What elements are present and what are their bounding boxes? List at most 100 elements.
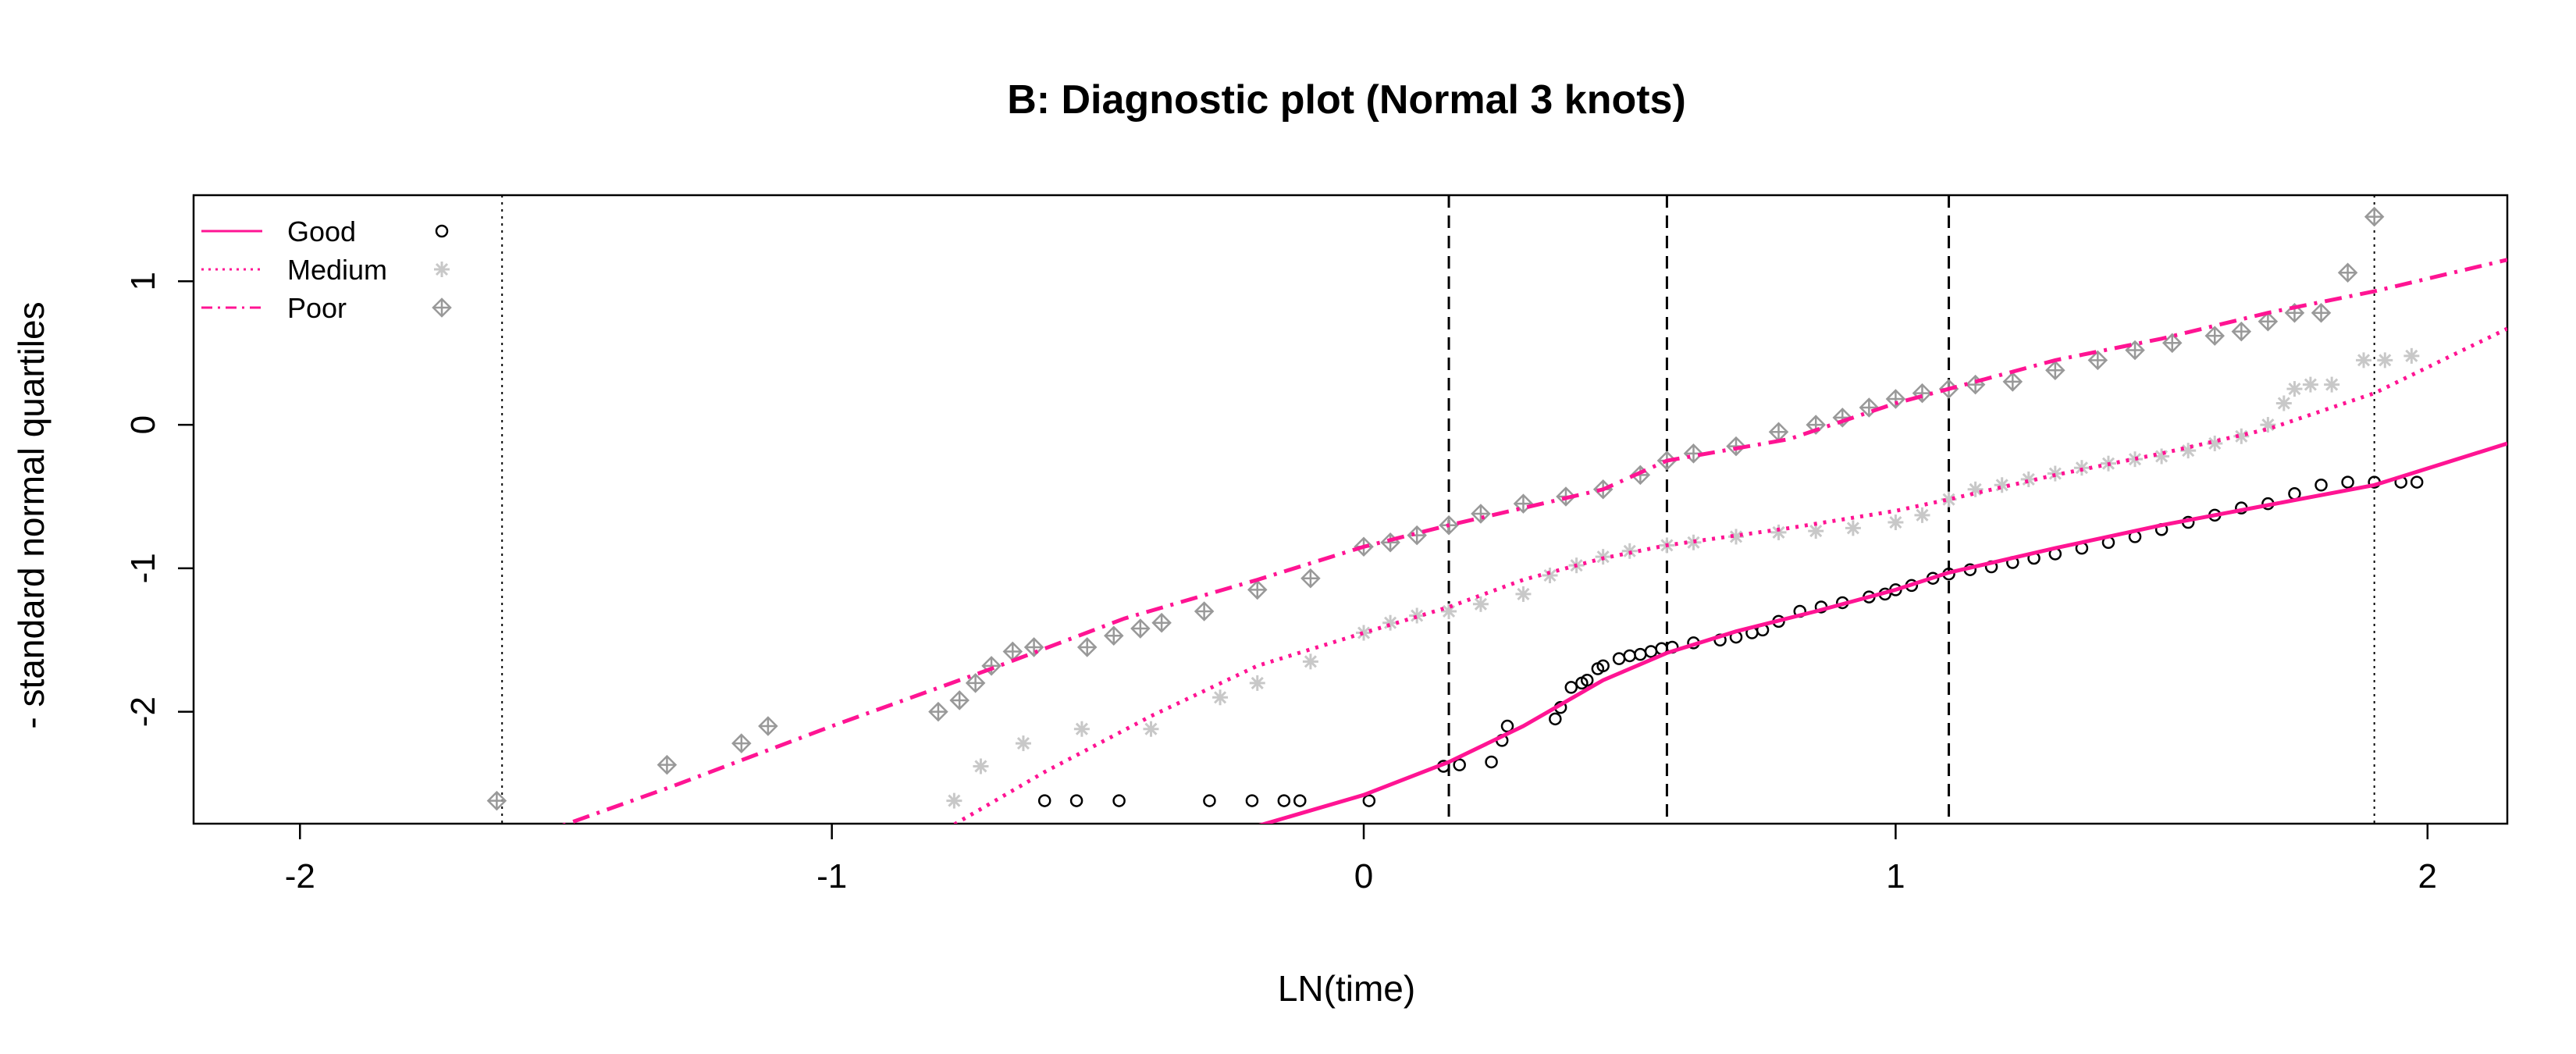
data-point-poor — [2231, 321, 2252, 342]
data-point-good — [1112, 794, 1126, 807]
legend-marker-poor — [432, 297, 452, 318]
data-point-poor — [1076, 637, 1098, 657]
data-point-poor — [949, 690, 970, 710]
data-point-medium — [2324, 376, 2340, 393]
data-point-good — [1293, 794, 1307, 807]
data-point-medium — [1515, 586, 1532, 602]
data-point-medium-stroke — [1809, 525, 1823, 538]
legend-marker-good — [435, 224, 449, 238]
data-point-medium — [1015, 735, 1031, 752]
data-point-poor — [965, 673, 986, 693]
data-point-poor — [1023, 637, 1044, 657]
data-point-poor — [1912, 383, 1933, 404]
plot-area: -2 -1 0 1 2 -2 -1 0 1 — [124, 194, 2509, 896]
data-point-medium — [1302, 653, 1318, 670]
data-point-medium-stroke — [948, 794, 961, 807]
data-point-medium — [1888, 515, 1904, 531]
data-point-poor — [2002, 372, 2023, 392]
data-point-good — [1634, 647, 1647, 661]
data-point-medium — [2127, 451, 2144, 468]
data-point-poor — [1130, 618, 1151, 639]
data-point-medium — [2403, 347, 2420, 364]
data-point-medium — [2302, 376, 2318, 393]
data-point-medium — [1770, 524, 1787, 540]
legend-marker-medium-stroke — [435, 262, 449, 276]
fit-line-poor — [561, 258, 2507, 824]
data-point-medium — [1441, 603, 1457, 619]
x-tick-label: 0 — [1354, 857, 1373, 896]
data-point-medium-stroke — [1075, 722, 1088, 735]
data-point-poor — [2258, 311, 2279, 332]
data-point-poor — [1380, 532, 1400, 553]
data-point-medium-stroke — [2128, 453, 2142, 466]
data-point-medium-stroke — [1251, 676, 1264, 689]
data-point-medium-stroke — [1517, 587, 1530, 600]
data-point-medium-stroke — [1889, 515, 1902, 529]
data-point-medium — [1808, 523, 1824, 539]
data-point-good — [1245, 794, 1259, 807]
fit-line-good — [1258, 441, 2507, 824]
data-point-poor — [731, 733, 752, 753]
data-point-poor — [656, 754, 678, 775]
data-point-medium-stroke — [1384, 616, 1397, 629]
data-point-poor — [1471, 504, 1491, 524]
legend-label-poor: Poor — [287, 292, 347, 324]
data-point-medium — [2275, 395, 2292, 411]
data-point-good — [1362, 794, 1376, 807]
data-point-medium-stroke — [1411, 609, 1424, 622]
data-point-poor — [2337, 262, 2358, 283]
series-poor-points — [486, 206, 2385, 811]
x-tick-label: 2 — [2418, 857, 2437, 896]
data-point-medium — [2356, 352, 2372, 369]
data-point-good — [1453, 758, 1466, 771]
data-point-medium-stroke — [1729, 530, 1743, 543]
x-tick-label: 1 — [1886, 857, 1905, 896]
data-point-medium-stroke — [1144, 722, 1158, 735]
data-point-poor — [1859, 397, 1880, 418]
legend: Good Medium Poor — [201, 215, 452, 324]
data-point-medium-stroke — [1016, 737, 1030, 750]
data-point-good — [1069, 794, 1083, 807]
data-point-good — [1564, 681, 1578, 694]
data-point-medium-stroke — [1543, 568, 1557, 582]
data-point-medium-stroke — [2288, 383, 2301, 396]
x-axis-label: LN(time) — [1278, 968, 1415, 1009]
data-point-medium-stroke — [1772, 525, 1785, 539]
data-point-medium-stroke — [1942, 493, 1955, 506]
data-point-poor — [2204, 326, 2226, 346]
data-point-medium — [2260, 417, 2276, 433]
data-point-poor — [2125, 340, 2145, 361]
data-point-poor — [1513, 493, 1534, 514]
data-point-medium — [1845, 520, 1861, 536]
x-tick-label: -1 — [817, 857, 847, 896]
data-point-medium — [1685, 534, 1702, 550]
data-point-medium-stroke — [2405, 349, 2418, 362]
data-point-medium-stroke — [2277, 397, 2290, 410]
data-point-medium — [2020, 471, 2037, 487]
data-point-medium — [1073, 721, 1090, 737]
data-point-good — [1580, 673, 1594, 687]
data-point-medium — [1212, 689, 1229, 706]
data-point-good — [1596, 659, 1610, 673]
y-tick-label: -1 — [124, 553, 162, 583]
data-point-poor — [2161, 333, 2183, 354]
data-point-medium — [1967, 481, 1984, 497]
y-tick-label: 1 — [124, 272, 162, 290]
data-point-poor — [486, 790, 507, 811]
data-point-medium — [2286, 381, 2303, 397]
data-point-poor — [2311, 302, 2332, 323]
data-point-medium-stroke — [2022, 472, 2035, 486]
data-point-good — [1277, 794, 1291, 807]
data-point-good — [1623, 649, 1636, 663]
data-point-good — [1549, 712, 1562, 726]
series-good-points — [1037, 475, 2424, 807]
data-point-poor — [1247, 579, 1268, 600]
data-point-poor — [758, 716, 778, 736]
plot-frame — [192, 194, 2509, 825]
data-point-medium — [1143, 721, 1159, 737]
legend-label-good: Good — [287, 215, 356, 247]
data-point-good — [1203, 794, 1216, 807]
data-point-poor — [1194, 601, 1215, 621]
data-point-medium-stroke — [1474, 597, 1487, 611]
